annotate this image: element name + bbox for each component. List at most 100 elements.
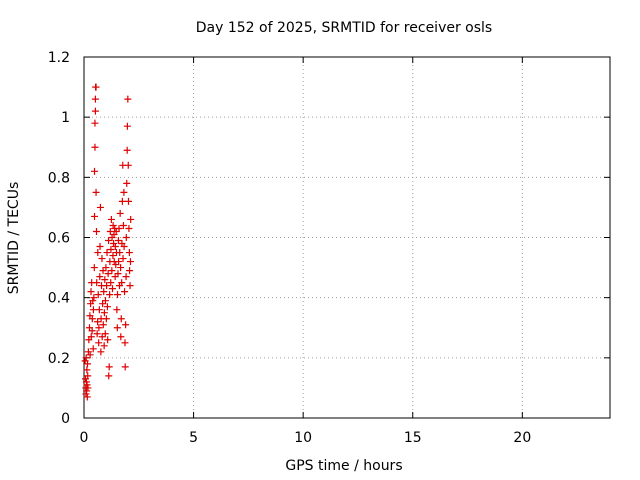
data-point bbox=[120, 243, 128, 251]
data-point bbox=[96, 243, 104, 251]
y-tick-label: 0.4 bbox=[48, 291, 70, 307]
data-point bbox=[92, 227, 100, 235]
data-point bbox=[120, 188, 128, 196]
data-point bbox=[94, 249, 102, 257]
y-axis-label: SRMTID / TECUs bbox=[6, 182, 22, 295]
data-point bbox=[95, 306, 103, 314]
data-point bbox=[119, 221, 127, 229]
data-point bbox=[94, 291, 102, 299]
data-point bbox=[123, 146, 131, 154]
data-point bbox=[89, 345, 97, 353]
data-point bbox=[113, 306, 121, 314]
data-point bbox=[91, 167, 99, 175]
plot-frame bbox=[83, 56, 611, 419]
grid-lines bbox=[84, 57, 610, 418]
data-point bbox=[98, 255, 106, 263]
data-point bbox=[101, 276, 109, 284]
data-point bbox=[117, 264, 125, 272]
data-point bbox=[98, 333, 106, 341]
data-point bbox=[115, 258, 123, 266]
data-point bbox=[125, 249, 133, 257]
data-point bbox=[91, 107, 99, 115]
x-tick-labels: 0 5 10 15 20 bbox=[80, 430, 532, 446]
data-point bbox=[97, 348, 105, 356]
y-tick-label: 0.2 bbox=[48, 351, 70, 367]
data-point bbox=[83, 366, 91, 374]
data-point bbox=[83, 387, 91, 395]
data-point bbox=[124, 161, 132, 169]
data-point bbox=[102, 264, 110, 272]
x-tick-label: 10 bbox=[294, 430, 312, 446]
data-point bbox=[119, 255, 127, 263]
data-point bbox=[96, 203, 104, 211]
data-point bbox=[127, 215, 135, 223]
data-point bbox=[116, 209, 124, 217]
x-axis-label: GPS time / hours bbox=[285, 458, 402, 474]
data-point bbox=[114, 270, 122, 278]
data-point bbox=[125, 224, 133, 232]
data-point bbox=[87, 288, 95, 296]
data-point bbox=[121, 288, 129, 296]
y-tick-label: 0.8 bbox=[48, 170, 70, 186]
data-point bbox=[89, 297, 97, 305]
data-point bbox=[107, 246, 115, 254]
data-point bbox=[126, 258, 134, 266]
data-point bbox=[104, 270, 112, 278]
data-point bbox=[95, 324, 103, 332]
data-point bbox=[101, 330, 109, 338]
data-point bbox=[101, 297, 109, 305]
data-point bbox=[106, 291, 114, 299]
data-point bbox=[94, 318, 102, 326]
data-point bbox=[103, 249, 111, 257]
y-tick-label: 1.2 bbox=[48, 50, 70, 66]
data-point bbox=[91, 143, 99, 151]
axis-ticks bbox=[83, 56, 610, 419]
x-tick-label: 15 bbox=[404, 430, 422, 446]
data-point bbox=[100, 309, 108, 317]
data-point bbox=[103, 303, 111, 311]
data-point bbox=[84, 384, 92, 392]
data-point bbox=[126, 282, 134, 290]
data-point bbox=[83, 393, 91, 401]
x-tick-label: 5 bbox=[189, 430, 198, 446]
data-point bbox=[105, 237, 113, 245]
data-point bbox=[113, 324, 121, 332]
data-point bbox=[118, 279, 126, 287]
data-points bbox=[81, 83, 135, 401]
data-point bbox=[123, 179, 131, 187]
chart-title: Day 152 of 2025, SRMTID for receiver osl… bbox=[196, 20, 492, 36]
x-tick-label: 0 bbox=[80, 430, 89, 446]
data-point bbox=[86, 351, 94, 359]
data-point bbox=[126, 267, 134, 275]
data-point bbox=[117, 315, 125, 323]
data-point bbox=[91, 119, 99, 127]
data-point bbox=[122, 234, 130, 241]
y-tick-labels: 0 0.2 0.4 0.6 0.8 1 1.2 bbox=[48, 50, 70, 427]
data-point bbox=[92, 83, 100, 91]
data-point bbox=[95, 339, 103, 347]
data-point bbox=[92, 188, 100, 196]
data-point bbox=[99, 321, 107, 329]
data-point bbox=[107, 215, 115, 223]
data-point bbox=[118, 197, 126, 205]
data-point bbox=[114, 291, 122, 299]
data-point bbox=[121, 339, 129, 347]
y-tick-label: 1 bbox=[61, 110, 70, 126]
data-point bbox=[111, 243, 119, 251]
data-point bbox=[108, 267, 116, 275]
data-point bbox=[116, 249, 124, 257]
data-point bbox=[114, 237, 122, 245]
data-point bbox=[91, 212, 99, 220]
data-point bbox=[123, 122, 131, 130]
data-point bbox=[104, 336, 112, 344]
data-point bbox=[117, 333, 125, 341]
data-point bbox=[106, 227, 114, 235]
data-point bbox=[84, 372, 92, 380]
data-point bbox=[100, 342, 108, 350]
data-point bbox=[82, 390, 90, 398]
data-point bbox=[90, 264, 98, 272]
data-point bbox=[82, 378, 90, 386]
data-point bbox=[89, 306, 97, 314]
data-point bbox=[115, 224, 123, 232]
